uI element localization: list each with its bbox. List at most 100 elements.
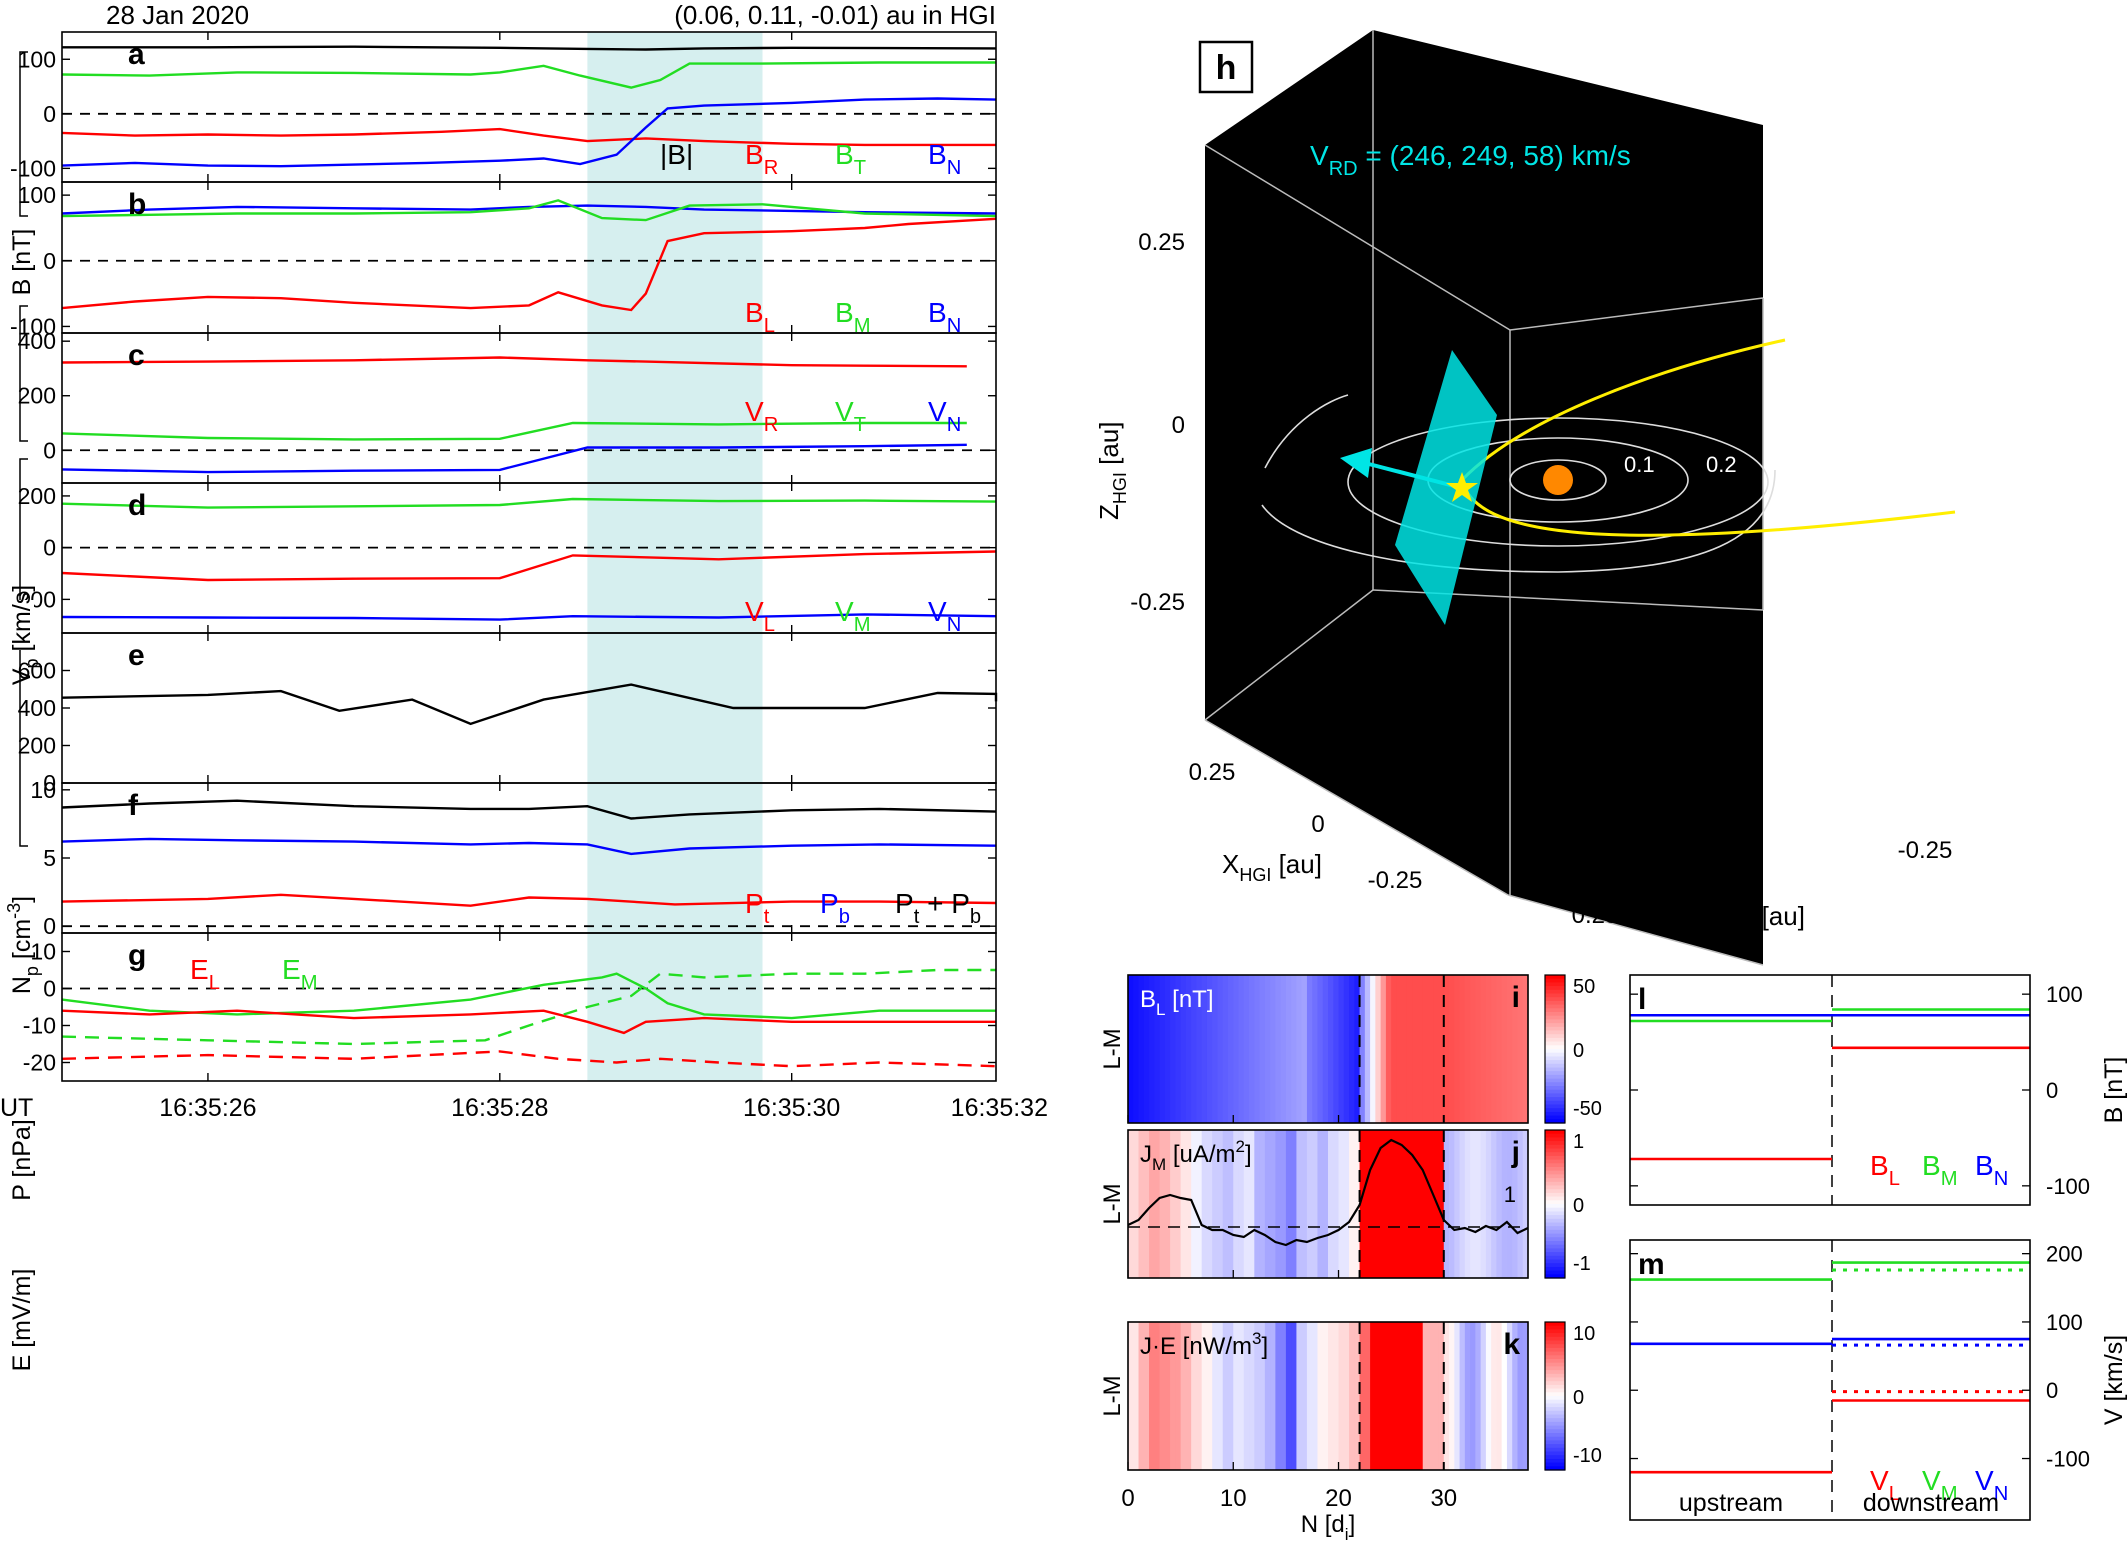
- y-tick-neg0.25: -0.25: [1898, 837, 1953, 864]
- legend-f-0-main: P: [745, 888, 764, 919]
- colormap-cell: [1185, 975, 1192, 1123]
- y-tick-label: 0: [2046, 1078, 2058, 1103]
- colormap-cell: [1301, 1322, 1308, 1470]
- colorbar-cell: [1545, 1063, 1565, 1069]
- colormap-cell: [1201, 1322, 1208, 1470]
- legend-f-0: Pt: [745, 888, 770, 928]
- colorbar-cell: [1545, 1229, 1565, 1235]
- colormap-cell: [1291, 975, 1298, 1123]
- colormap-cell: [1522, 1322, 1529, 1470]
- colorbar-cell: [1545, 1097, 1565, 1102]
- n-tick-label: 20: [1325, 1485, 1352, 1512]
- colormap-cell: [1270, 1322, 1276, 1470]
- n-tick-label: 0: [1121, 1485, 1134, 1512]
- colormap-cell: [1349, 1130, 1355, 1278]
- colormap-cell: [1149, 975, 1155, 1123]
- colorbar-cell: [1545, 1056, 1565, 1061]
- y-tick-label: 0: [43, 976, 56, 1002]
- colormap-cell: [1201, 1130, 1208, 1278]
- colorbar-cell: [1545, 1152, 1565, 1157]
- legend-a-3-sub: N: [947, 157, 962, 179]
- colormap-cell: [1249, 1322, 1255, 1470]
- legend-d-0-main: V: [745, 596, 764, 627]
- colormap-cell: [1217, 975, 1224, 1123]
- colormap-cell: [1375, 975, 1382, 1123]
- colorbar-cell: [1545, 1421, 1565, 1427]
- colorbar-cell: [1545, 1178, 1565, 1183]
- ut-label: UT: [0, 1094, 33, 1122]
- colorbar-cell: [1545, 1351, 1565, 1356]
- colorbar-cell: [1545, 1336, 1565, 1342]
- colormap-cell: [1264, 1322, 1271, 1470]
- y-label-l: B [nT]: [2100, 1057, 2128, 1124]
- colormap-cell: [1254, 1322, 1261, 1470]
- colormap-cell: [1254, 1130, 1261, 1278]
- legend-m-2-sub: N: [1994, 1483, 2009, 1505]
- colormap-cell: [1301, 975, 1308, 1123]
- colormap-cell: [1143, 975, 1150, 1123]
- bracket-line: [19, 305, 28, 442]
- colormap-cell: [1275, 1130, 1282, 1278]
- legend-b-2: BN: [928, 297, 961, 337]
- panel-e: 0 200 400 600 e: [18, 632, 998, 796]
- panel-label-k: k: [1503, 1328, 1520, 1361]
- legend-g-0: EL: [190, 954, 220, 994]
- y-axis-label: YHGI [au]: [1705, 901, 1805, 937]
- colormap-cell: [1491, 975, 1498, 1123]
- legend-l-2: BN: [1975, 1150, 2008, 1190]
- colorbar-cell: [1545, 1026, 1565, 1032]
- legend-l-1-sub: M: [1941, 1168, 1958, 1190]
- colormap-cell: [1343, 1322, 1350, 1470]
- colormap-cell: [1259, 975, 1266, 1123]
- colorbar-cell: [1545, 1433, 1565, 1438]
- y-tick-label: 100: [2046, 1310, 2083, 1335]
- label-close: ]: [1245, 1141, 1252, 1168]
- colormap-ylabel: L-M: [1099, 1028, 1126, 1069]
- legend-c-1: VT: [835, 396, 866, 436]
- colormap-cell: [1480, 1130, 1487, 1278]
- colorbar-cell: [1545, 1266, 1565, 1272]
- colormap-ylabel: L-M: [1099, 1183, 1126, 1224]
- colormap-cell: [1475, 1130, 1482, 1278]
- colorbar-cell: [1545, 1458, 1565, 1464]
- colormap-cell: [1185, 1130, 1192, 1278]
- colormap-cell: [1259, 1322, 1266, 1470]
- y-tick-label: 200: [18, 483, 56, 509]
- colormap-cell: [1480, 1322, 1487, 1470]
- colorbar-cell: [1545, 1362, 1565, 1367]
- colorbar-cell: [1545, 1252, 1565, 1257]
- legend-a-3-main: B: [928, 139, 947, 170]
- colorbar-cell: [1545, 1041, 1565, 1046]
- colormap-cell: [1206, 1130, 1213, 1278]
- colormap-cell: [1154, 1130, 1161, 1278]
- colormap-cell: [1406, 975, 1413, 1123]
- panel-label-a: a: [128, 38, 145, 71]
- colormap-cell: [1496, 1322, 1503, 1470]
- colormap-cell: [1422, 1322, 1429, 1470]
- colorbar-cell: [1545, 1204, 1565, 1209]
- colormap-cell: [1238, 1322, 1245, 1470]
- series-f-1: [61, 837, 997, 856]
- legend-l-0-main: B: [1870, 1150, 1889, 1181]
- legend-a-1-sub: R: [764, 157, 779, 179]
- colormap-cell: [1191, 975, 1198, 1123]
- colorbar-cell: [1545, 1004, 1565, 1009]
- colormap-cell: [1522, 975, 1529, 1123]
- colorbar-cell: [1545, 1274, 1565, 1279]
- colormap-cell: [1464, 1130, 1471, 1278]
- colormap-cell: [1285, 1322, 1292, 1470]
- colormap-cell: [1512, 1322, 1519, 1470]
- label-main: J·E [nW/m: [1140, 1333, 1252, 1360]
- legend-c-0-main: V: [745, 396, 764, 427]
- legend-l-2-main: B: [1975, 1150, 1994, 1181]
- legend-f-1-sub: b: [839, 906, 850, 928]
- colorbar-cell: [1545, 1436, 1565, 1441]
- ring-label-0.1: 0.1: [1624, 452, 1655, 477]
- colorbar-cell: [1545, 1207, 1565, 1212]
- colorbar-cell: [1545, 1104, 1565, 1109]
